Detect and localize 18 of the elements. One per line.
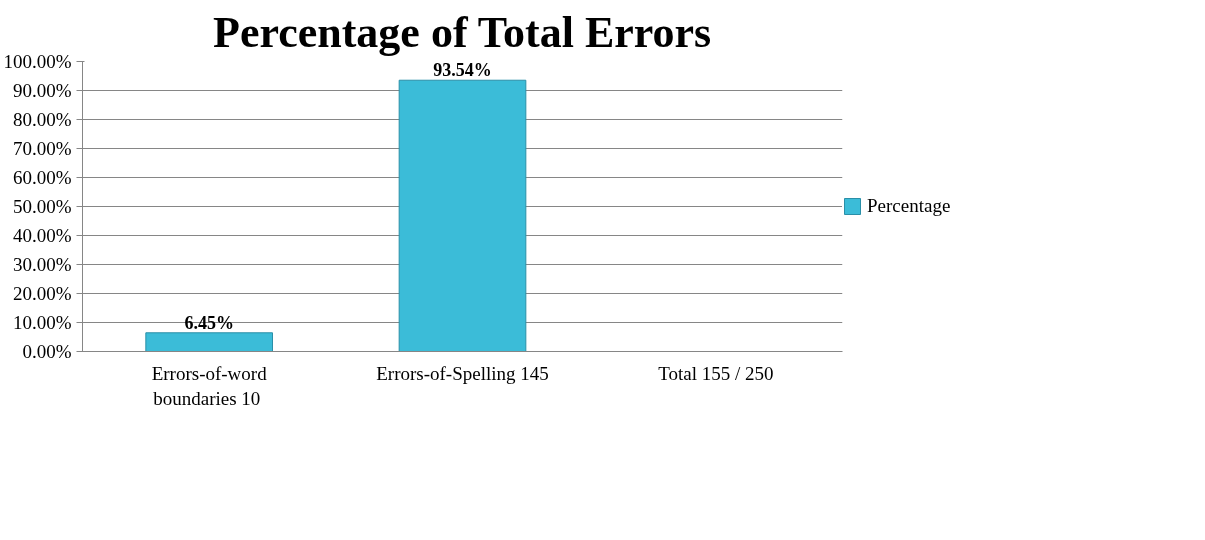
x-tick-label: Errors-of-Spelling 145 — [376, 362, 549, 384]
y-tick-label: 0.00% — [22, 341, 72, 362]
y-tick-label: 50.00% — [12, 196, 72, 217]
chart-title: Percentage of Total Errors — [213, 7, 712, 57]
data-label: 93.54% — [433, 60, 492, 81]
y-tick-label: 20.00% — [12, 283, 72, 304]
y-tick-label: 100.00% — [3, 51, 72, 72]
y-tick-label: 70.00% — [12, 138, 72, 159]
y-tick-label: 80.00% — [12, 109, 72, 130]
y-tick-label: 40.00% — [12, 225, 72, 246]
y-tick-label: 90.00% — [12, 80, 72, 101]
x-tick-label: Total 155 / 250 — [658, 362, 774, 384]
data-label: 6.45% — [184, 312, 234, 333]
y-tick-label: 30.00% — [12, 254, 72, 275]
x-tick-label: Errors-of-word boundaries 10 — [151, 362, 268, 409]
y-tick-label: 10.00% — [12, 312, 72, 333]
legend-label: Percentage — [867, 195, 951, 217]
y-tick-label: 60.00% — [12, 167, 72, 188]
